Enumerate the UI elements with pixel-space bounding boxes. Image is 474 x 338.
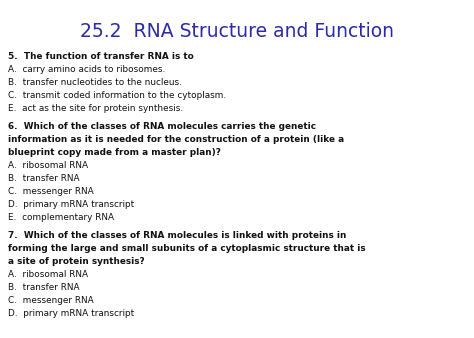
Text: A.  ribosomal RNA: A. ribosomal RNA: [8, 161, 88, 170]
Text: C.  messenger RNA: C. messenger RNA: [8, 296, 94, 305]
Text: information as it is needed for the construction of a protein (like a: information as it is needed for the cons…: [8, 135, 344, 144]
Text: E.  act as the site for protein synthesis.: E. act as the site for protein synthesis…: [8, 104, 183, 113]
Text: 5.  The function of transfer RNA is to: 5. The function of transfer RNA is to: [8, 52, 194, 61]
Text: B.  transfer RNA: B. transfer RNA: [8, 283, 80, 292]
Text: B.  transfer nucleotides to the nucleus.: B. transfer nucleotides to the nucleus.: [8, 78, 182, 87]
Text: blueprint copy made from a master plan)?: blueprint copy made from a master plan)?: [8, 148, 221, 157]
Text: C.  messenger RNA: C. messenger RNA: [8, 187, 94, 196]
Text: D.  primary mRNA transcript: D. primary mRNA transcript: [8, 200, 134, 209]
Text: C.  transmit coded information to the cytoplasm.: C. transmit coded information to the cyt…: [8, 91, 226, 100]
Text: a site of protein synthesis?: a site of protein synthesis?: [8, 257, 145, 266]
Text: E.  complementary RNA: E. complementary RNA: [8, 213, 114, 222]
Text: D.  primary mRNA transcript: D. primary mRNA transcript: [8, 309, 134, 318]
Text: 25.2  RNA Structure and Function: 25.2 RNA Structure and Function: [80, 22, 394, 41]
Text: A.  carry amino acids to ribosomes.: A. carry amino acids to ribosomes.: [8, 65, 165, 74]
Text: 7.  Which of the classes of RNA molecules is linked with proteins in: 7. Which of the classes of RNA molecules…: [8, 231, 346, 240]
Text: A.  ribosomal RNA: A. ribosomal RNA: [8, 270, 88, 279]
Text: B.  transfer RNA: B. transfer RNA: [8, 174, 80, 183]
Text: forming the large and small subunits of a cytoplasmic structure that is: forming the large and small subunits of …: [8, 244, 365, 253]
Text: 6.  Which of the classes of RNA molecules carries the genetic: 6. Which of the classes of RNA molecules…: [8, 122, 316, 131]
